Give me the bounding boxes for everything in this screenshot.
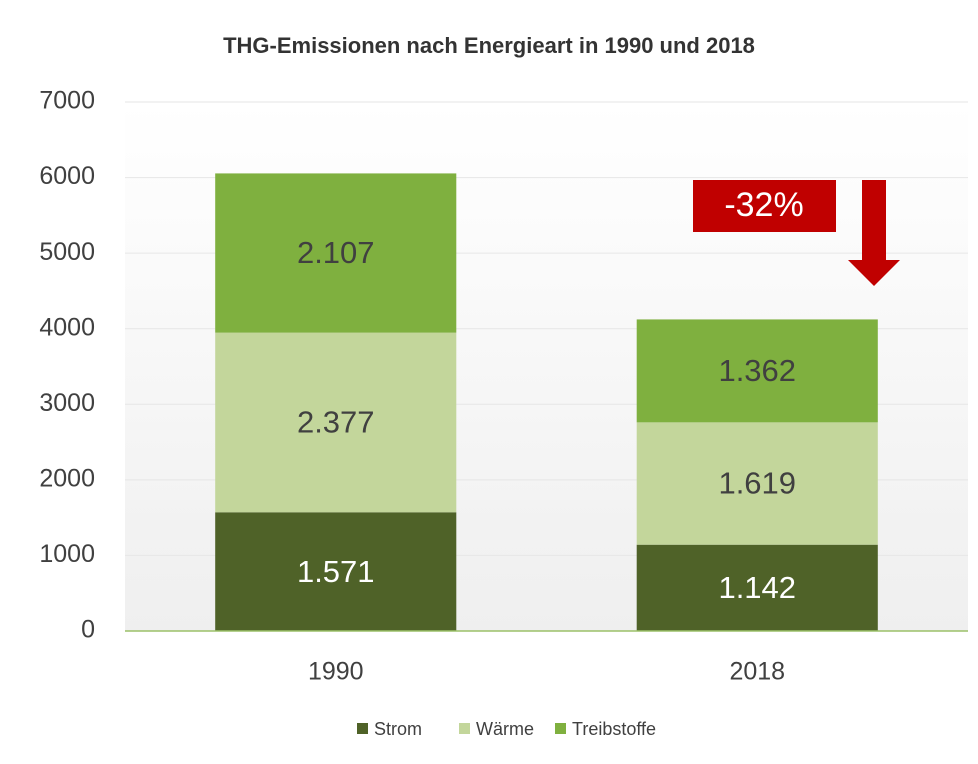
- bar-segment: [636, 319, 878, 423]
- legend-swatch: [357, 723, 368, 734]
- data-label: 2.107: [297, 235, 375, 270]
- data-label: 2.377: [297, 405, 375, 440]
- x-tick-label: 1990: [308, 658, 364, 686]
- data-label: 1.142: [718, 570, 796, 605]
- annotation-box: [693, 180, 836, 232]
- y-tick-label: 3000: [39, 389, 95, 417]
- bar-segment: [636, 422, 878, 545]
- y-tick-label: 7000: [39, 87, 95, 115]
- bar-segment: [215, 512, 457, 631]
- y-tick-label: 2000: [39, 464, 95, 492]
- data-label: 1.362: [718, 353, 796, 388]
- y-tick-label: 0: [81, 616, 95, 644]
- data-label: 1.619: [718, 466, 796, 501]
- marks: 0 1000 2000 3000 4000 5000 6000 7000 1990 1.571 2.…: [39, 87, 968, 739]
- arrow: [848, 180, 900, 286]
- bar-segment: [215, 173, 457, 333]
- legend-label: Strom: [374, 719, 422, 739]
- bar-segment: [636, 544, 878, 631]
- legend-swatch: [555, 723, 566, 734]
- y-tick-label: 6000: [39, 162, 95, 190]
- chart-title: THG-Emissionen nach Energieart in 1990 u…: [223, 33, 755, 58]
- annotation-text: -32%: [724, 186, 803, 224]
- legend-swatch: [459, 723, 470, 734]
- bar-segment: [215, 332, 457, 513]
- data-label: 1.571: [297, 554, 375, 589]
- y-tick-label: 1000: [39, 540, 95, 568]
- x-tick-label: 2018: [729, 658, 785, 686]
- y-tick-label: 4000: [39, 313, 95, 341]
- y-tick-label: 5000: [39, 238, 95, 266]
- legend-label: Wärme: [476, 719, 534, 739]
- legend-label: Treibstoffe: [572, 719, 656, 739]
